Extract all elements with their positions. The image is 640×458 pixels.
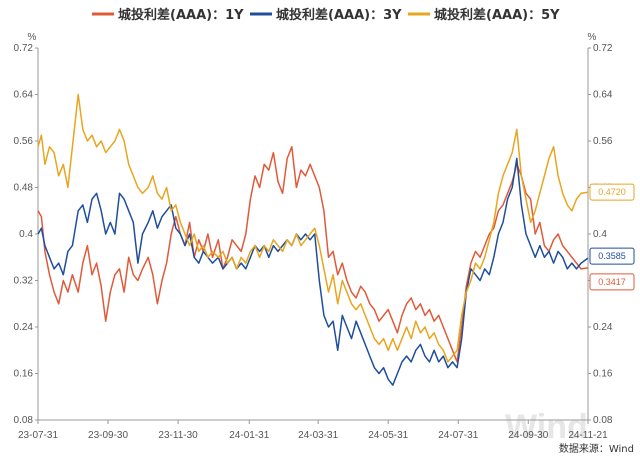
y-tick-label-left: 0.16 — [14, 369, 34, 380]
legend-label-3: 城投利差(AAA)：5Y — [434, 7, 560, 23]
end-label-value: 0.3585 — [598, 251, 626, 261]
y-tick-label-left: 0.08 — [14, 415, 34, 426]
legend: 城投利差(AAA)：1Y 城投利差(AAA)：3Y 城投利差(AAA)：5Y — [92, 7, 560, 23]
y-tick-label-right: 0.24 — [593, 322, 613, 333]
end-label-box — [589, 273, 635, 291]
y-axis-right-unit: % — [588, 32, 597, 43]
end-label-box — [589, 183, 635, 201]
legend-label-2: 城投利差(AAA)：3Y — [276, 7, 402, 23]
x-tick-label: 24-05-31 — [368, 430, 408, 441]
series-line-3 — [37, 93, 589, 363]
y-tick-label-right: 0.56 — [593, 136, 613, 147]
y-tick-label-left: 0.24 — [14, 322, 34, 333]
series-layer — [37, 93, 589, 386]
y-tick-label-right: 0.08 — [593, 415, 613, 426]
x-tick-label: 23-09-30 — [88, 430, 128, 441]
y-tick-label-left: 0.56 — [14, 136, 34, 147]
y-axis-left-unit: % — [28, 32, 37, 43]
x-tick-label: 23-07-31 — [18, 430, 58, 441]
y-tick-label-left: 0.48 — [14, 183, 34, 194]
x-tick-label: 24-03-31 — [298, 430, 338, 441]
watermark: Wind — [505, 408, 588, 446]
x-tick-label: 23-11-30 — [158, 430, 198, 441]
y-tick-label-right: 0.64 — [593, 90, 613, 101]
y-tick-label-left: 0.32 — [14, 276, 34, 287]
axes: 0.080.080.160.160.240.240.320.320.40.40.… — [14, 43, 613, 441]
series-line-1 — [37, 146, 589, 363]
x-tick-label: 24-11-21 — [568, 430, 608, 441]
end-labels: 0.3417 0.3585 0.4720 — [589, 183, 635, 291]
end-label-3: 0.4720 — [589, 183, 635, 201]
series-line-2 — [37, 157, 589, 386]
y-tick-label-right: 0.72 — [593, 43, 613, 54]
y-tick-label-left: 0.4 — [19, 229, 33, 240]
source-note: 数据来源：Wind — [559, 442, 634, 455]
y-tick-label-left: 0.64 — [14, 90, 34, 101]
end-label-value: 0.3417 — [598, 277, 626, 287]
x-tick-label: 24-09-30 — [508, 430, 548, 441]
end-label-2: 0.3585 — [589, 247, 635, 265]
end-label-1: 0.3417 — [589, 273, 635, 291]
y-tick-label-left: 0.72 — [14, 43, 34, 54]
end-label-box — [589, 247, 635, 265]
x-tick-label: 24-01-31 — [229, 430, 269, 441]
y-tick-label-right: 0.16 — [593, 369, 613, 380]
legend-label-1: 城投利差(AAA)：1Y — [118, 7, 244, 23]
end-label-value: 0.4720 — [598, 187, 626, 197]
y-tick-label-right: 0.4 — [593, 229, 607, 240]
x-tick-label: 24-07-31 — [438, 430, 478, 441]
